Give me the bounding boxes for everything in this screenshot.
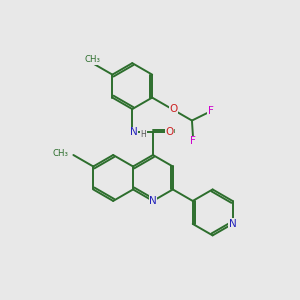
Text: O: O (165, 127, 173, 137)
Text: N: N (149, 196, 157, 206)
Text: N: N (229, 219, 236, 229)
Text: CH₃: CH₃ (52, 149, 68, 158)
Text: H: H (141, 130, 146, 139)
Text: F: F (190, 136, 196, 146)
Text: O: O (169, 104, 178, 114)
Text: F: F (208, 106, 213, 116)
Text: N: N (130, 127, 138, 137)
Text: CH₃: CH₃ (85, 55, 101, 64)
